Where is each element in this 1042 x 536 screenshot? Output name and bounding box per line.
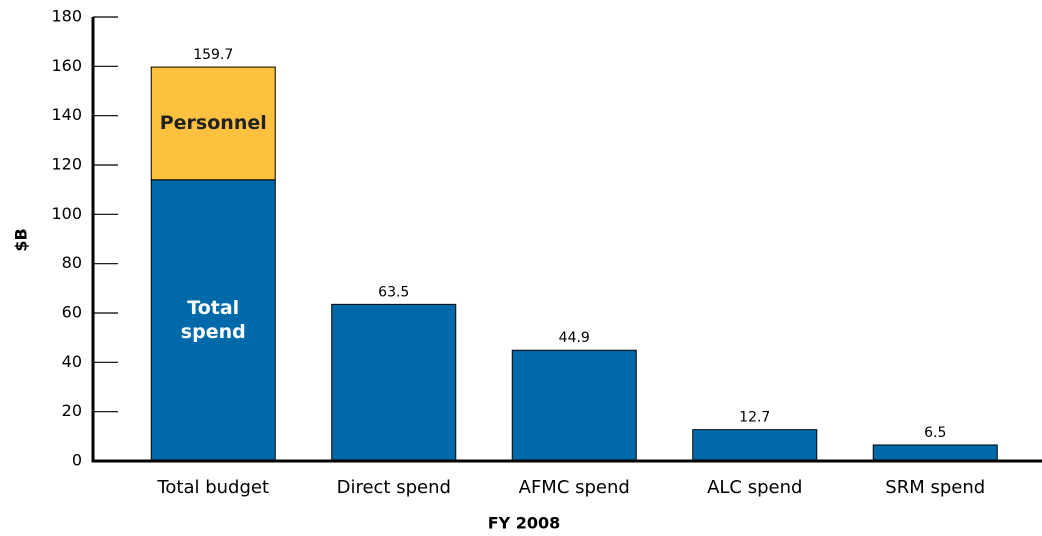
y-tick-label: 20 xyxy=(62,401,82,420)
bar-segment xyxy=(511,349,637,462)
x-tick-label: SRM spend xyxy=(885,477,985,498)
total-label: 6.5 xyxy=(924,425,946,441)
bar-segment xyxy=(872,444,998,462)
y-tick-label: 0 xyxy=(72,451,82,470)
segment-label: Personnel xyxy=(159,112,267,135)
total-label: 159.7 xyxy=(193,47,233,63)
x-tick-label: ALC spend xyxy=(707,477,802,498)
bar-segment xyxy=(331,303,457,462)
y-axis-label: $B xyxy=(12,228,31,251)
y-tick-label: 160 xyxy=(51,56,82,75)
y-tick-label: 100 xyxy=(51,204,82,223)
segment-label: Total spend xyxy=(180,297,246,344)
y-tick-label: 140 xyxy=(51,105,82,124)
total-label: 44.9 xyxy=(559,330,590,346)
x-axis-label: FY 2008 xyxy=(488,514,561,533)
y-tick-label: 120 xyxy=(51,155,82,174)
x-tick-label: Direct spend xyxy=(337,477,451,498)
total-label: 63.5 xyxy=(378,284,409,300)
y-tick-label: 180 xyxy=(51,7,82,26)
y-tick-label: 40 xyxy=(62,352,82,371)
y-tick-label: 80 xyxy=(62,253,82,272)
x-tick-label: Total budget xyxy=(156,477,269,498)
bar-segment xyxy=(150,66,276,181)
bar-segment xyxy=(692,429,818,462)
x-tick-label: AFMC spend xyxy=(519,477,630,498)
total-label: 12.7 xyxy=(739,410,770,426)
y-tick-label: 60 xyxy=(62,303,82,322)
